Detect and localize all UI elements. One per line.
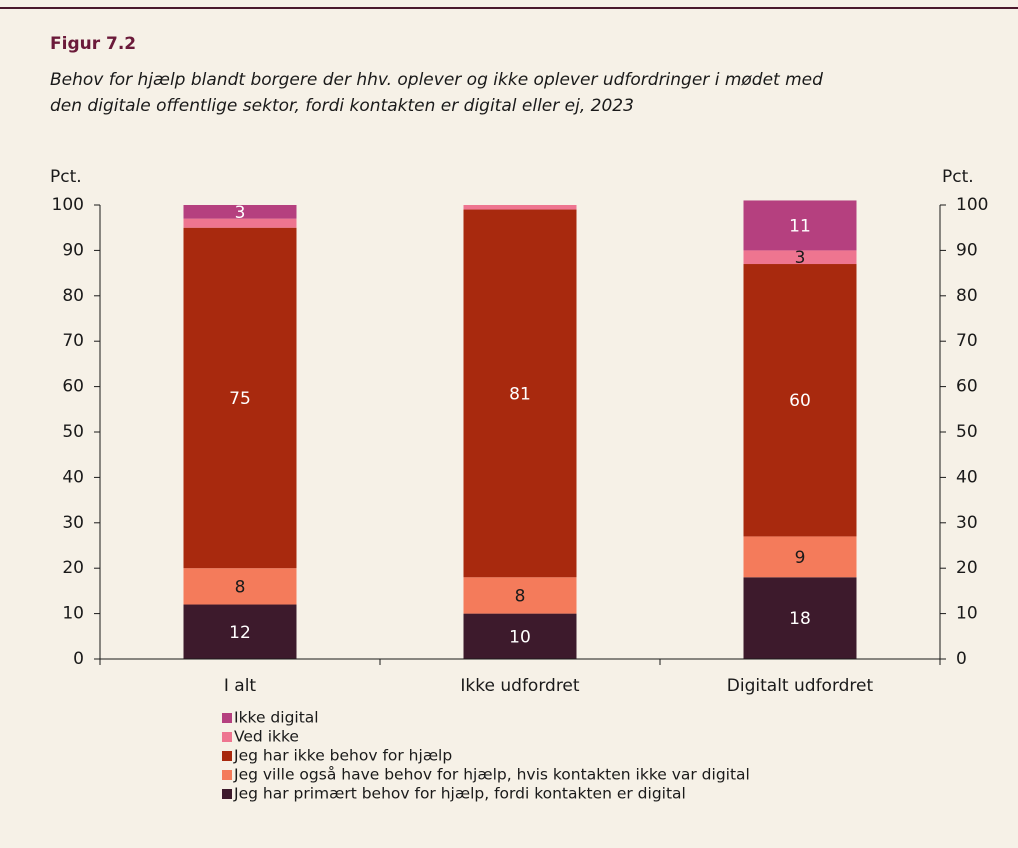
data-label: 9 [795, 548, 806, 568]
bar-segment [463, 613, 577, 659]
data-label: 60 [789, 391, 811, 411]
y2-tick-label: 40 [956, 467, 978, 487]
data-label: 3 [235, 203, 246, 223]
bar-segment [743, 200, 857, 251]
y-tick-label: 90 [62, 240, 84, 260]
x-tick-label: I alt [224, 676, 257, 696]
data-label: 18 [789, 609, 811, 629]
y2-tick-label: 90 [956, 240, 978, 260]
bar-segment [183, 218, 297, 228]
bar-segment [743, 250, 857, 265]
x-tick-label: Ikke udfordret [460, 676, 579, 696]
y-tick-label: 60 [62, 377, 84, 397]
data-label: 11 [789, 216, 811, 236]
chart-subtitle: Behov for hjælp blandt borgere der hhv. … [50, 70, 823, 90]
y2-tick-label: 30 [956, 513, 978, 533]
y-tick-label: 100 [52, 195, 84, 215]
bar-segment [183, 568, 297, 605]
y2-tick-label: 70 [956, 331, 978, 351]
legend-label: Jeg ville også have behov for hjælp, hvi… [233, 766, 750, 784]
legend-swatch [222, 751, 232, 761]
legend-swatch [222, 732, 232, 742]
y-tick-label: 30 [62, 513, 84, 533]
y-tick-label: 80 [62, 286, 84, 306]
y2-tick-label: 60 [956, 377, 978, 397]
data-label: 8 [515, 586, 526, 606]
legend-label: Ved ikke [234, 728, 299, 746]
legend-label: Ikke digital [234, 709, 319, 727]
legend-swatch [222, 789, 232, 799]
bar-segment [743, 577, 857, 659]
y2-tick-label: 50 [956, 422, 978, 442]
legend-swatch [222, 713, 232, 723]
bar-segment [463, 209, 577, 578]
bar-segment [183, 205, 297, 219]
bar-segment [463, 577, 577, 614]
y-axis-label: Pct. [50, 167, 82, 187]
y2-tick-label: 100 [956, 195, 988, 215]
x-tick-label: Digitalt udfordret [727, 676, 874, 696]
bar-segment [183, 227, 297, 569]
y2-axis-label: Pct. [942, 167, 974, 187]
y-tick-label: 20 [62, 558, 84, 578]
y2-tick-label: 80 [956, 286, 978, 306]
bar-segment [183, 604, 297, 659]
bar-segment [743, 536, 857, 578]
y2-tick-label: 10 [956, 604, 978, 624]
y-tick-label: 0 [73, 649, 84, 669]
legend-label: Jeg har ikke behov for hjælp [233, 747, 452, 765]
y2-tick-label: 20 [956, 558, 978, 578]
bar-segment [743, 264, 857, 537]
y-tick-label: 50 [62, 422, 84, 442]
y-tick-label: 10 [62, 604, 84, 624]
bar-segment [463, 205, 577, 210]
y-tick-label: 40 [62, 467, 84, 487]
data-label: 10 [509, 627, 531, 647]
data-label: 3 [795, 248, 806, 268]
chart-title: Figur 7.2 [50, 34, 136, 54]
chart-subtitle: den digitale offentlige sektor, fordi ko… [50, 96, 634, 116]
data-label: 12 [229, 623, 251, 643]
y2-tick-label: 0 [956, 649, 967, 669]
data-label: 75 [229, 389, 251, 409]
data-label: 8 [235, 577, 246, 597]
legend-label: Jeg har primært behov for hjælp, fordi k… [233, 785, 686, 803]
legend-swatch [222, 770, 232, 780]
y-tick-label: 70 [62, 331, 84, 351]
data-label: 81 [509, 384, 531, 404]
